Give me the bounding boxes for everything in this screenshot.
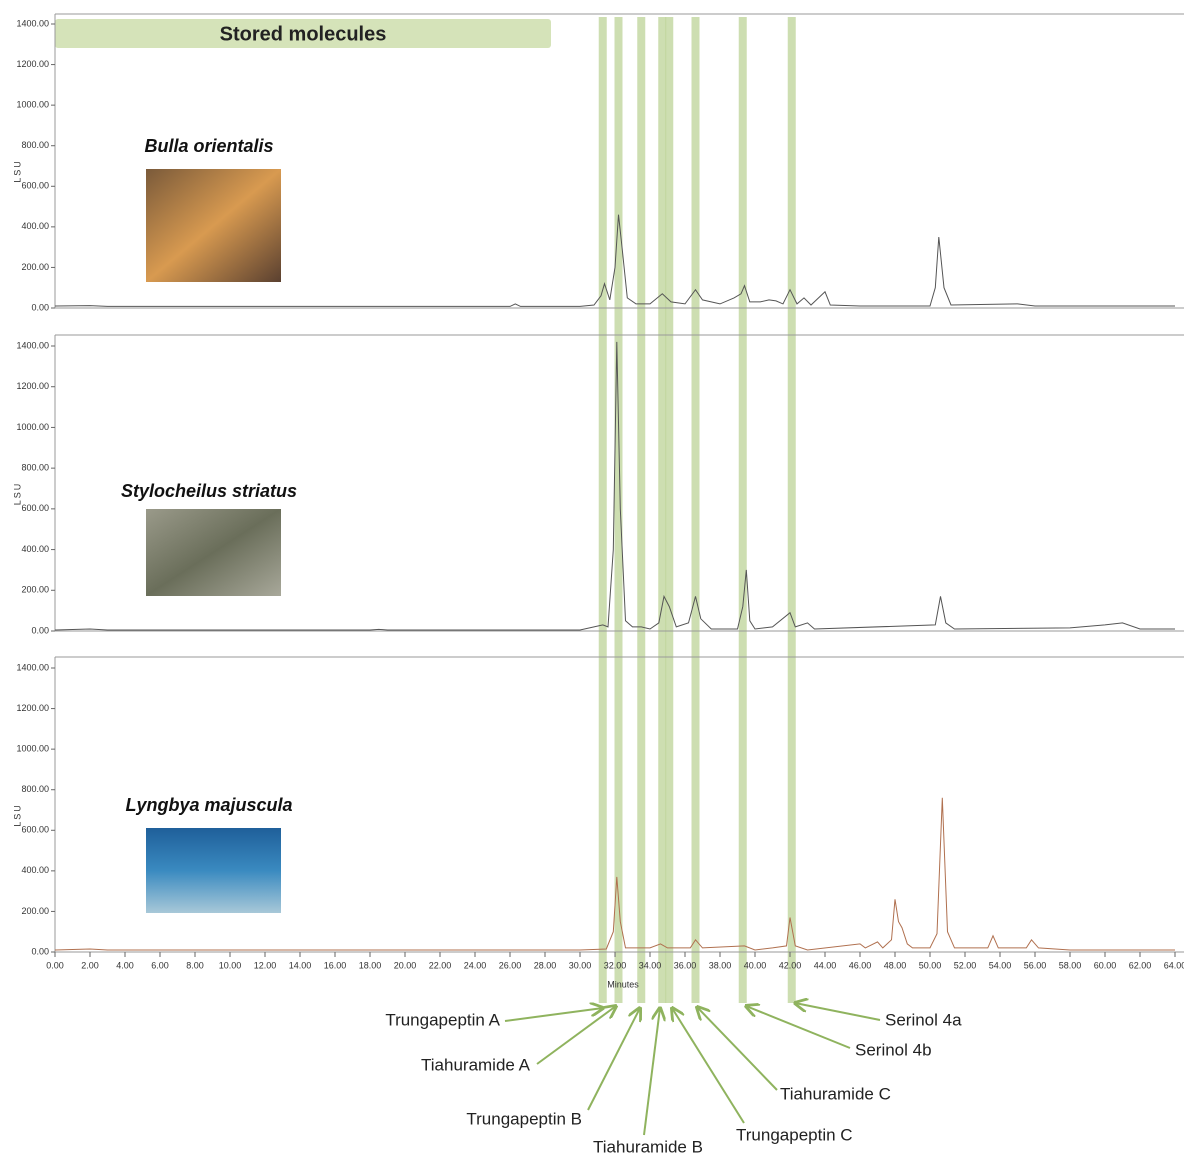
x-tick-label: 18.00	[359, 960, 382, 970]
x-tick-label: 16.00	[324, 960, 347, 970]
compound-arrow	[536, 1006, 616, 1065]
x-axis-label: Minutes	[607, 979, 639, 989]
x-tick-label: 14.00	[289, 960, 312, 970]
x-tick-label: 60.00	[1094, 960, 1117, 970]
x-tick-label: 58.00	[1059, 960, 1082, 970]
y-axis-label: LSU	[12, 803, 22, 827]
compound-label: Tiahuramide C	[780, 1084, 891, 1103]
compound-arrow	[672, 1008, 745, 1124]
banner: Stored molecules	[220, 23, 387, 45]
x-tick-label: 8.00	[186, 960, 204, 970]
y-tick-label: 400.00	[21, 865, 49, 875]
compound-arrow	[643, 1008, 660, 1136]
y-tick-label: 200.00	[21, 906, 49, 916]
compound-label: Tiahuramide B	[593, 1137, 703, 1156]
compound-arrow	[746, 1006, 851, 1049]
x-tick-label: 28.00	[534, 960, 557, 970]
x-tick-label: 0.00	[46, 960, 64, 970]
x-tick-label: 32.00	[604, 960, 627, 970]
y-tick-label: 1400.00	[16, 340, 49, 350]
x-tick-label: 6.00	[151, 960, 169, 970]
trace	[54, 341, 1175, 631]
compound-label: Serinol 4b	[855, 1040, 932, 1059]
banner-box	[55, 19, 551, 48]
y-axis-label: LSU	[12, 482, 22, 506]
y-axis-label: LSU	[12, 159, 22, 183]
y-tick-label: 200.00	[21, 585, 49, 595]
compound-band	[637, 17, 646, 1003]
x-tick-label: 62.00	[1129, 960, 1152, 970]
y-tick-label: 800.00	[21, 784, 49, 794]
x-tick-label: 52.00	[954, 960, 977, 970]
x-tick-label: 54.00	[989, 960, 1012, 970]
trace	[54, 214, 1175, 307]
compound-label: Serinol 4a	[885, 1010, 962, 1029]
y-tick-label: 800.00	[21, 140, 49, 150]
compound-arrow	[795, 1003, 881, 1021]
y-tick-label: 600.00	[21, 825, 49, 835]
compound-band	[614, 17, 623, 1003]
compound-band	[598, 17, 607, 1003]
x-tick-label: 12.00	[254, 960, 277, 970]
compound-arrow	[504, 1008, 603, 1022]
y-tick-label: 200.00	[21, 262, 49, 272]
y-tick-label: 600.00	[21, 181, 49, 191]
x-tick-label: 50.00	[919, 960, 942, 970]
y-tick-label: 400.00	[21, 221, 49, 231]
compound-band	[665, 17, 674, 1003]
species-name: Bulla orientalis	[144, 136, 273, 156]
y-tick-label: 1000.00	[16, 100, 49, 110]
trace	[54, 797, 1175, 951]
compound-label: Trungapeptin C	[736, 1125, 853, 1144]
y-tick-label: 1200.00	[16, 59, 49, 69]
x-tick-label: 2.00	[81, 960, 99, 970]
y-tick-label: 1400.00	[16, 18, 49, 28]
x-tick-label: 40.00	[744, 960, 767, 970]
compound-band	[658, 17, 667, 1003]
x-tick-label: 10.00	[219, 960, 242, 970]
x-tick-label: 4.00	[116, 960, 134, 970]
y-tick-label: 1200.00	[16, 381, 49, 391]
y-tick-label: 1000.00	[16, 744, 49, 754]
y-tick-label: 0.00	[31, 946, 49, 956]
species-photo	[146, 509, 281, 596]
x-tick-label: 34.00	[639, 960, 662, 970]
y-tick-label: 400.00	[21, 544, 49, 554]
compound-band	[691, 17, 700, 1003]
compound-arrow	[587, 1008, 640, 1111]
y-tick-label: 1200.00	[16, 703, 49, 713]
x-tick-label: 24.00	[464, 960, 487, 970]
y-tick-label: 600.00	[21, 503, 49, 513]
x-tick-label: 56.00	[1024, 960, 1047, 970]
compound-label: Trungapeptin B	[466, 1109, 582, 1128]
compound-band	[787, 17, 796, 1003]
x-tick-label: 64.00	[1164, 960, 1184, 970]
x-tick-label: 48.00	[884, 960, 907, 970]
species-name: Stylocheilus striatus	[121, 481, 297, 501]
species-photo	[146, 828, 281, 913]
y-tick-label: 800.00	[21, 463, 49, 473]
compound-band	[738, 17, 747, 1003]
compound-label: Tiahuramide A	[421, 1055, 531, 1074]
x-tick-label: 20.00	[394, 960, 417, 970]
x-tick-label: 46.00	[849, 960, 872, 970]
y-tick-label: 0.00	[31, 302, 49, 312]
species-photo	[146, 169, 281, 282]
x-tick-label: 42.00	[779, 960, 802, 970]
x-tick-label: 30.00	[569, 960, 592, 970]
y-tick-label: 1400.00	[16, 662, 49, 672]
x-tick-label: 44.00	[814, 960, 837, 970]
y-tick-label: 0.00	[31, 625, 49, 635]
compound-arrow	[697, 1007, 778, 1091]
x-tick-label: 26.00	[499, 960, 522, 970]
x-tick-label: 22.00	[429, 960, 452, 970]
species-name: Lyngbya majuscula	[125, 795, 292, 815]
compound-label: Trungapeptin A	[385, 1010, 500, 1029]
x-tick-label: 36.00	[674, 960, 697, 970]
x-tick-label: 38.00	[709, 960, 732, 970]
y-tick-label: 1000.00	[16, 422, 49, 432]
